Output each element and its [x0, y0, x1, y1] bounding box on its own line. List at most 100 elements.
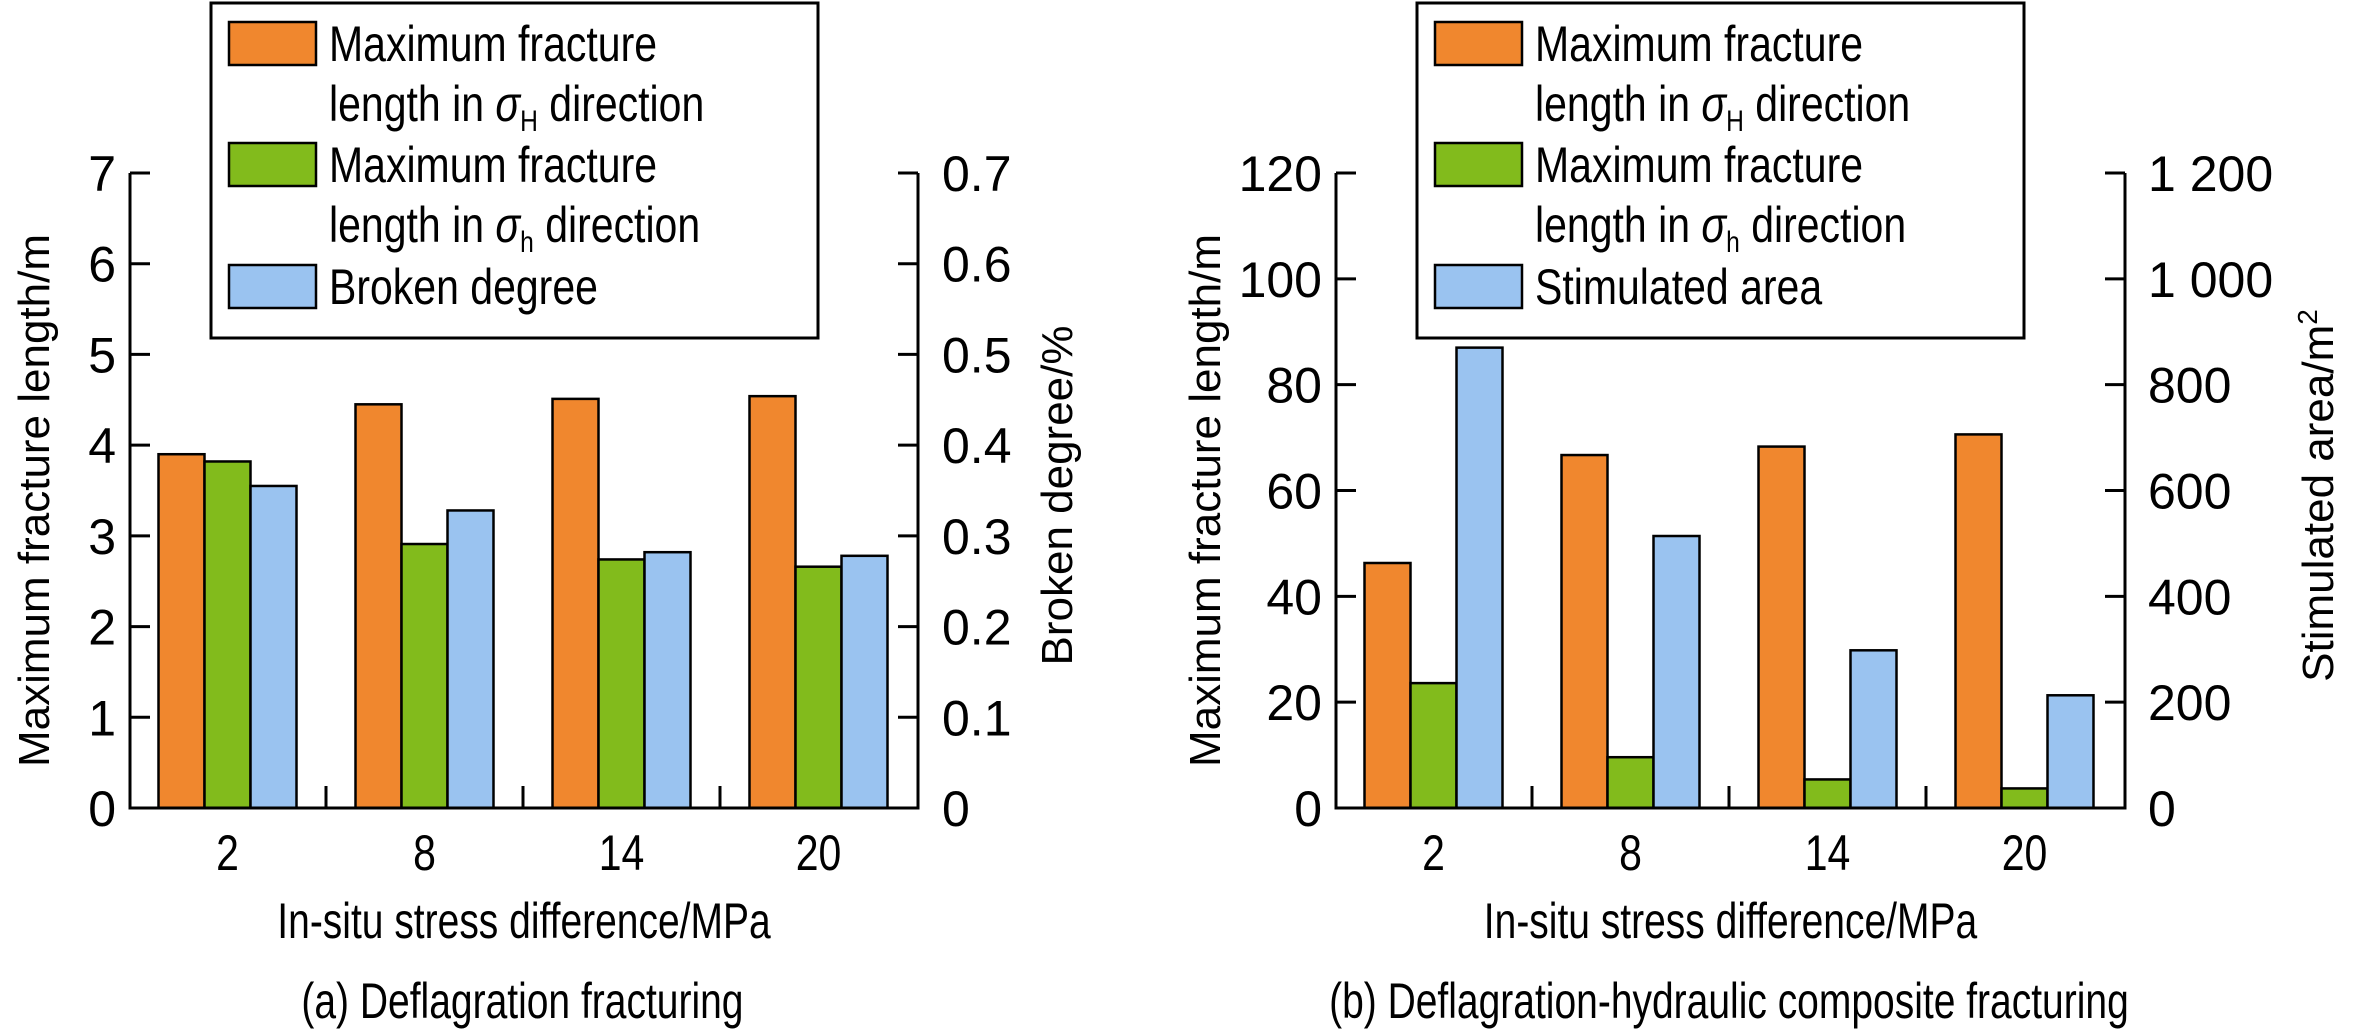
- bar-orange-8: [354, 403, 403, 810]
- sigma-subscript: H: [520, 104, 538, 138]
- bar-orange-14: [551, 397, 600, 810]
- bar-blue-20: [840, 554, 889, 810]
- y-axis-title-right: Broken degree/%: [1033, 326, 1082, 666]
- bar-blue-2: [249, 484, 298, 810]
- y-tick-label-right: 0.5: [942, 327, 1012, 383]
- y-tick-label-left: 0: [1294, 781, 1322, 837]
- y-tick-label-left: 80: [1266, 358, 1322, 414]
- legend-label-line2: length in σH direction: [329, 76, 704, 137]
- panel-caption: (b) Deflagration-hydraulic composite fra…: [1329, 972, 2129, 1029]
- legend-swatch-blue: [227, 263, 318, 310]
- x-tick-label: 8: [413, 825, 436, 881]
- sigma-subscript: h: [520, 225, 534, 259]
- y-tick-label-left: 20: [1266, 675, 1322, 731]
- x-tick-label: 8: [1619, 825, 1642, 881]
- bar-orange-2: [157, 452, 206, 810]
- bar-blue-14: [1849, 649, 1898, 810]
- y-axis-title-left: Maximum fracture length/m: [10, 234, 59, 767]
- y-tick-label-right: 0.4: [942, 418, 1012, 474]
- y-tick-label-right: 0.7: [942, 146, 1012, 202]
- bar-series-group: [1363, 346, 2095, 810]
- y-tick-label-left: 40: [1266, 569, 1322, 625]
- y-axis-title-right: Stimulated area/m2: [2292, 309, 2343, 682]
- legend-swatch-green: [227, 141, 318, 188]
- bar-green-14: [1803, 778, 1852, 810]
- legend-label: Broken degree: [329, 259, 598, 315]
- y-tick-label-right: 0: [2148, 781, 2176, 837]
- superscript: 2: [2292, 309, 2323, 325]
- bar-orange-14: [1757, 445, 1806, 810]
- x-tick-label: 2: [1422, 825, 1445, 881]
- axes: [128, 171, 920, 810]
- legend-label: Maximum fracture: [1535, 137, 1863, 193]
- legend-label-line2: length in σh direction: [329, 197, 700, 258]
- y-tick-label-left: 60: [1266, 464, 1322, 520]
- bar-green-14: [597, 558, 646, 810]
- bar-green-8: [1606, 755, 1655, 810]
- sigma-subscript: H: [1726, 104, 1744, 138]
- y-tick-label-left: 100: [1239, 252, 1322, 308]
- y-tick-label-left: 3: [88, 509, 116, 565]
- y-tick-label-left: 5: [88, 327, 116, 383]
- legend-swatch-green: [1433, 141, 1524, 188]
- y-tick-label-left: 0: [88, 781, 116, 837]
- legend-text-part: direction: [538, 76, 704, 132]
- y-tick-label-left: 4: [88, 418, 116, 474]
- x-axis-title: In-situ stress difference/MPa: [1484, 892, 1977, 949]
- y-tick-label-right: 0.2: [942, 600, 1012, 656]
- legend-text-part: length in: [1535, 76, 1701, 132]
- x-tick-label: 20: [796, 825, 842, 881]
- bar-blue-2: [1455, 346, 1504, 810]
- legend-text-part: length in: [329, 76, 495, 132]
- legend-label: Maximum fracture: [1535, 16, 1863, 72]
- legend-label-line2: length in σH direction: [1535, 76, 1910, 137]
- bar-blue-14: [643, 550, 692, 810]
- bar-series-group: [157, 394, 889, 810]
- panel-caption: (a) Deflagration fracturing: [301, 972, 743, 1029]
- y-tick-label-left: 120: [1239, 146, 1322, 202]
- legend-swatch-orange: [1433, 20, 1524, 67]
- y-tick-label-left: 7: [88, 146, 116, 202]
- y-tick-label-right: 0.3: [942, 509, 1012, 565]
- legend-text-part: direction: [1744, 76, 1910, 132]
- y-tick-label-right: 1 200: [2148, 146, 2273, 202]
- legend-label: Maximum fracture: [329, 16, 657, 72]
- y-tick-label-right: 600: [2148, 464, 2231, 520]
- bar-blue-8: [446, 509, 495, 810]
- x-tick-label: 14: [1805, 825, 1851, 881]
- y-tick-label-right: 0.1: [942, 690, 1012, 746]
- legend-text-part: direction: [1740, 197, 1906, 253]
- bar-green-20: [2000, 787, 2049, 810]
- y-tick-label-left: 6: [88, 237, 116, 293]
- y-tick-label-right: 1 000: [2148, 252, 2273, 308]
- y-tick-label-left: 1: [88, 690, 116, 746]
- sigma-subscript: h: [1726, 225, 1740, 259]
- legend-text-part: direction: [534, 197, 700, 253]
- sigma-symbol: σ: [495, 76, 521, 132]
- bar-orange-20: [748, 394, 797, 810]
- legend-label: Maximum fracture: [329, 137, 657, 193]
- bar-green-20: [794, 565, 843, 810]
- bar-blue-8: [1652, 534, 1701, 810]
- y-tick-label-right: 200: [2148, 675, 2231, 731]
- sigma-symbol: σ: [495, 197, 521, 253]
- x-axis-title: In-situ stress difference/MPa: [277, 892, 770, 949]
- legend-swatch-orange: [227, 20, 318, 67]
- legend-text-part: length in: [329, 197, 495, 253]
- bar-green-2: [1409, 681, 1458, 810]
- bar-orange-20: [1954, 433, 2003, 810]
- y-tick-label-right: 800: [2148, 358, 2231, 414]
- y-tick-label-left: 2: [88, 600, 116, 656]
- legend-label: Stimulated area: [1535, 259, 1823, 315]
- bar-orange-8: [1560, 453, 1609, 810]
- legend-swatch-blue: [1433, 263, 1524, 310]
- bar-blue-20: [2046, 694, 2095, 810]
- legend-text-part: length in: [1535, 197, 1701, 253]
- y-tick-label-right: 400: [2148, 569, 2231, 625]
- legend-label-line2: length in σh direction: [1535, 197, 1906, 258]
- x-tick-label: 20: [2002, 825, 2048, 881]
- y-tick-label-right: 0: [942, 781, 970, 837]
- sigma-symbol: σ: [1701, 197, 1727, 253]
